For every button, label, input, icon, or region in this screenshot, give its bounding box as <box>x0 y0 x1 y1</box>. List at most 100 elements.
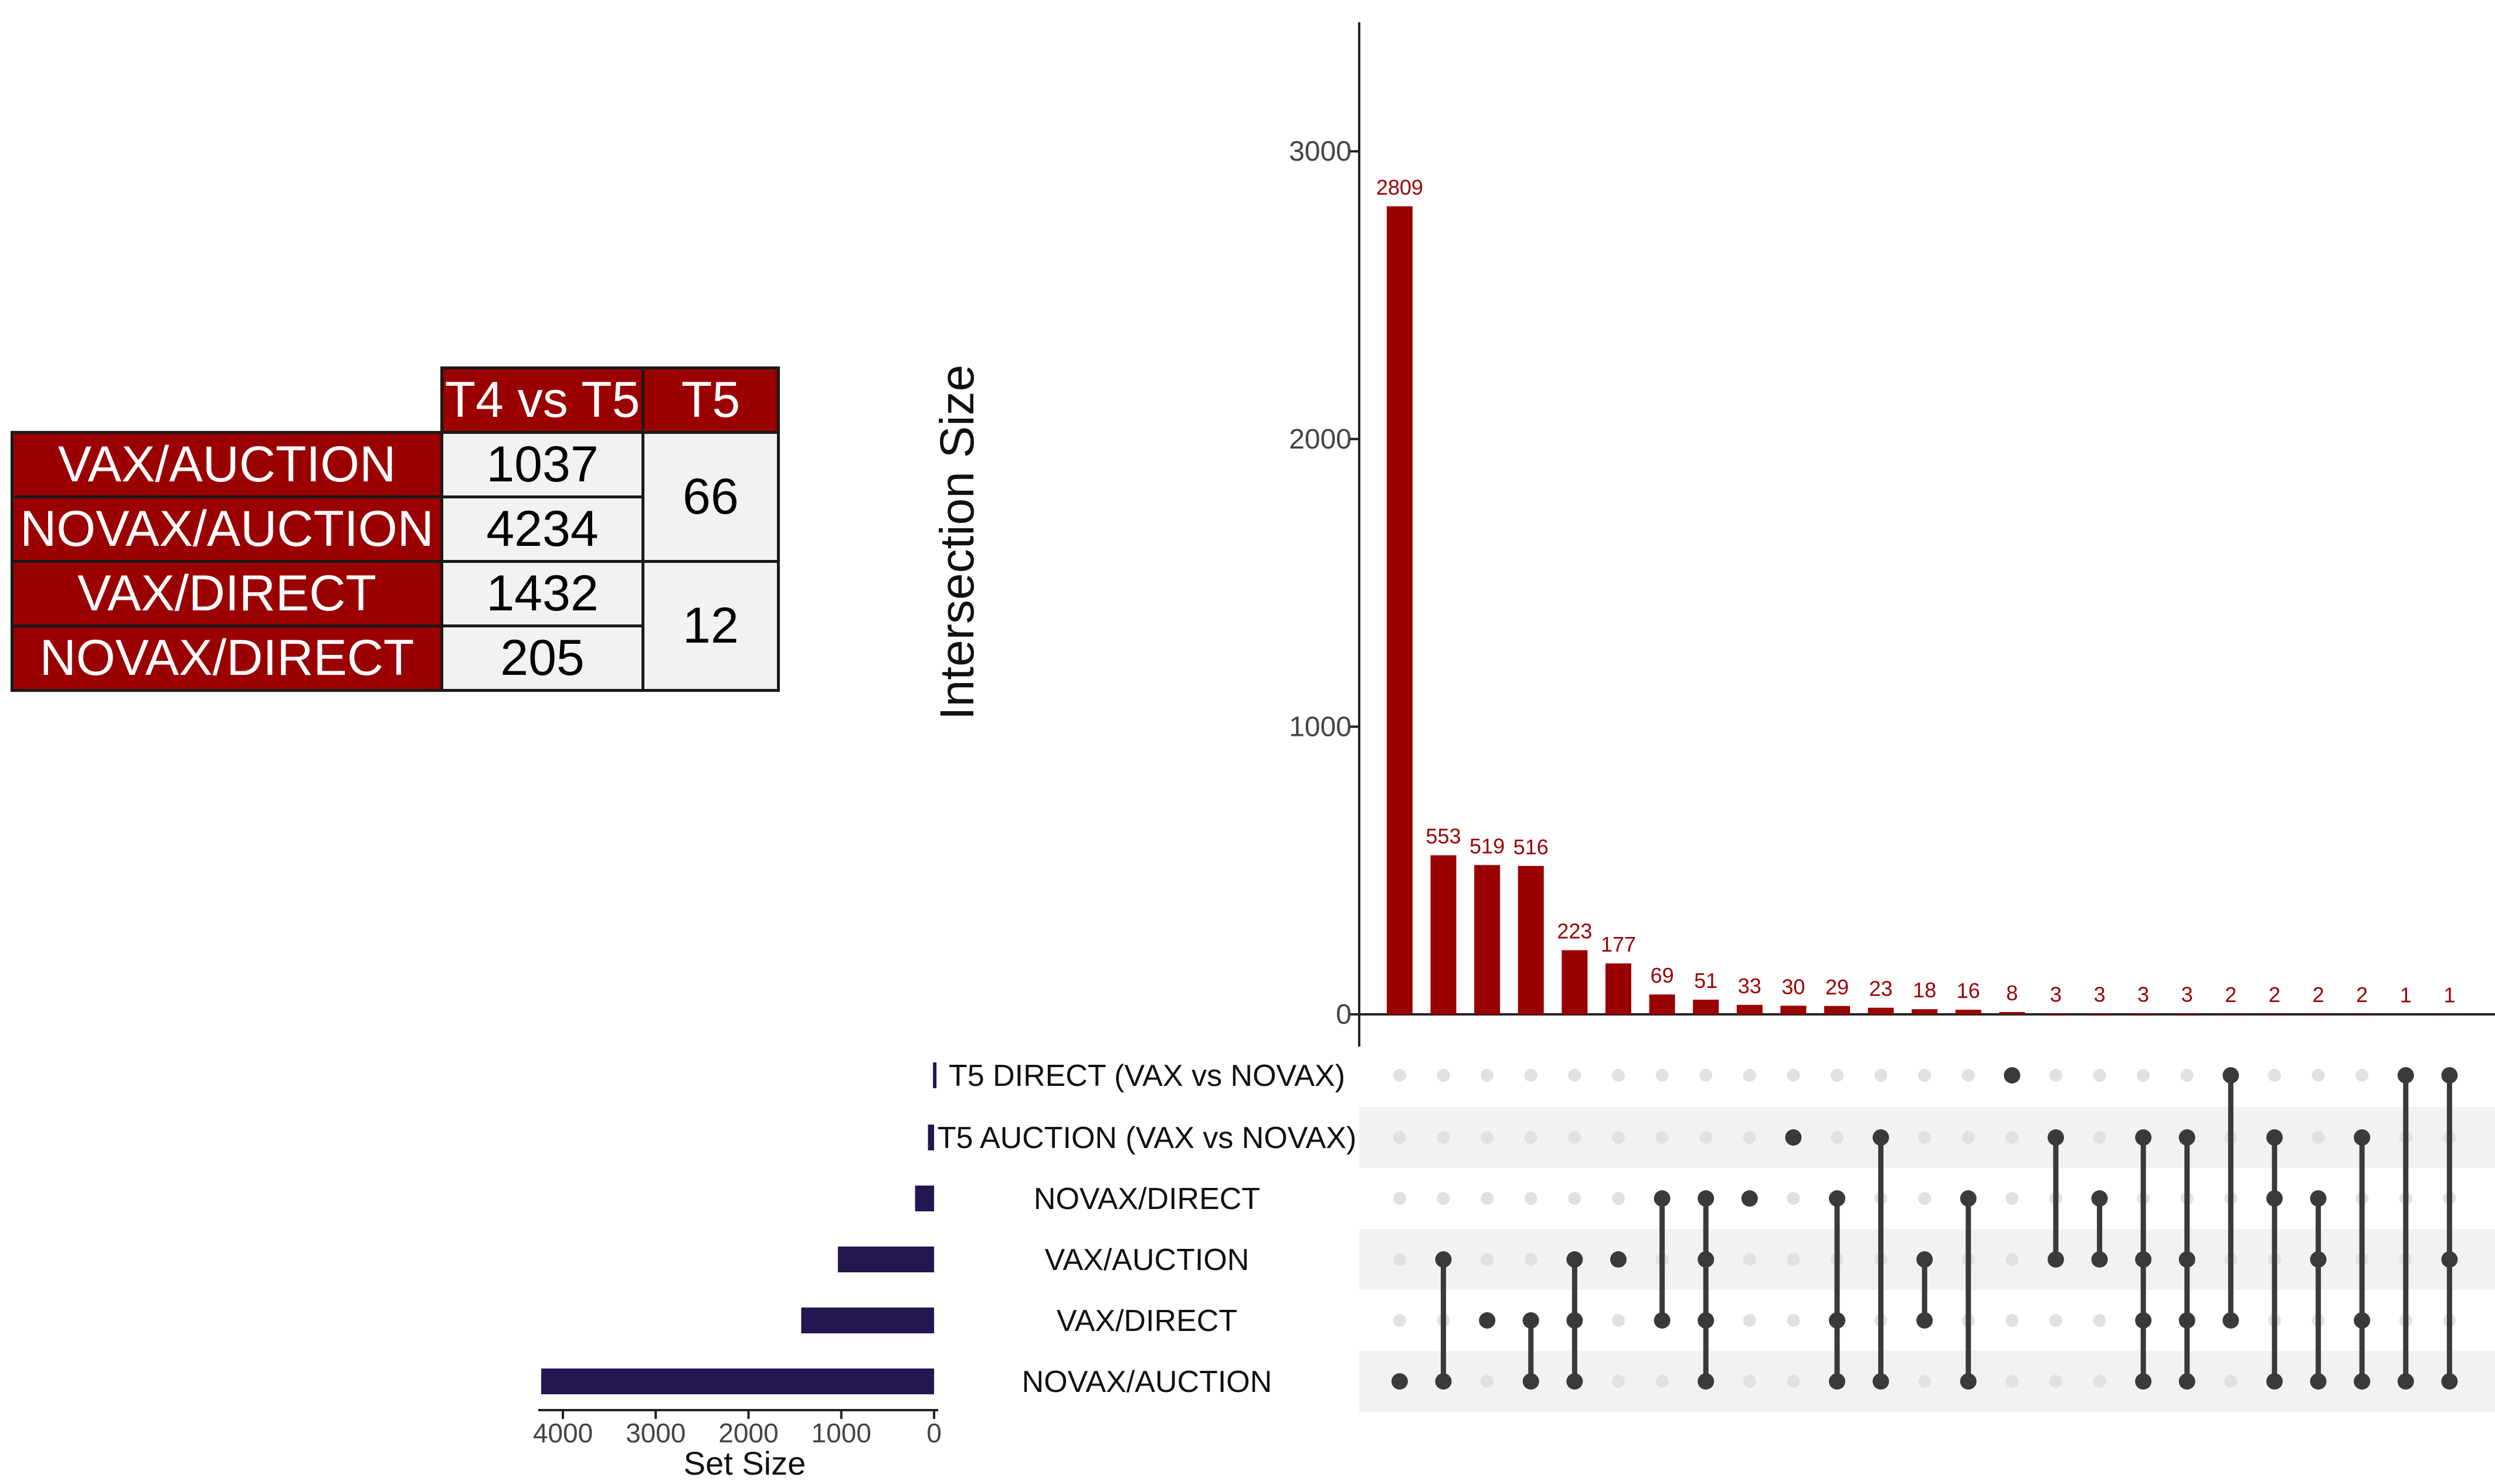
matrix-empty-dot <box>1831 1131 1844 1144</box>
matrix-empty-dot <box>1393 1314 1406 1327</box>
matrix-dot <box>1654 1190 1671 1207</box>
matrix-empty-dot <box>1612 1131 1625 1144</box>
matrix-empty-dot <box>1481 1192 1494 1205</box>
matrix-empty-dot <box>2005 1314 2019 1327</box>
matrix-empty-dot <box>1787 1253 1800 1266</box>
matrix-empty-dot <box>1568 1069 1581 1082</box>
matrix-empty-dot <box>2311 1131 2325 1144</box>
intersection-bar-label: 69 <box>1651 963 1674 987</box>
matrix-dot <box>2135 1129 2152 1146</box>
matrix-empty-dot <box>1612 1192 1625 1205</box>
row-label-novax-direct: NOVAX/DIRECT <box>11 624 443 692</box>
matrix-dot <box>2135 1373 2152 1390</box>
matrix-empty-dot <box>1743 1375 1756 1388</box>
matrix-dot <box>1872 1129 1889 1146</box>
set-label: VAX/AUCTION <box>1045 1243 1250 1277</box>
set-size-bar <box>837 1247 934 1272</box>
matrix-dot <box>2354 1312 2371 1329</box>
matrix-dot <box>1916 1312 1933 1329</box>
matrix-empty-dot <box>1612 1314 1625 1327</box>
intersection-bar <box>1430 855 1457 1014</box>
matrix-dot <box>1829 1312 1845 1329</box>
intersection-bar-label: 516 <box>1513 835 1549 859</box>
intersection-bar <box>1387 206 1413 1015</box>
matrix-dot <box>2310 1373 2327 1390</box>
matrix-dot <box>2178 1129 2195 1146</box>
intersection-bar-label: 2 <box>2225 983 2236 1007</box>
set-size-bar <box>801 1308 934 1333</box>
intersection-bar-label: 2 <box>2356 983 2368 1007</box>
matrix-dot <box>1698 1190 1715 1207</box>
matrix-dot <box>1566 1373 1583 1390</box>
matrix-dot <box>2310 1251 2327 1268</box>
intersection-bar <box>1605 963 1631 1014</box>
intersection-bar-label: 223 <box>1557 919 1592 943</box>
matrix-dot <box>2397 1373 2414 1390</box>
matrix-dot <box>1698 1251 1715 1268</box>
matrix-empty-dot <box>1787 1069 1800 1082</box>
matrix-dot <box>2222 1067 2239 1084</box>
matrix-empty-dot <box>1918 1375 1931 1388</box>
matrix-empty-dot <box>1524 1192 1537 1205</box>
matrix-dot <box>1872 1373 1889 1390</box>
intersection-bar-label: 2 <box>2313 983 2324 1007</box>
intersection-bar-label: 16 <box>1957 979 1980 1003</box>
matrix-dot <box>1698 1312 1715 1329</box>
intersection-bar <box>1824 1006 1850 1014</box>
intersection-bar <box>1912 1009 1938 1014</box>
matrix-empty-dot <box>1655 1375 1669 1388</box>
value-novax-auction: 4234 <box>440 495 644 563</box>
matrix-dot <box>1654 1312 1671 1329</box>
matrix-dot <box>2310 1190 2327 1207</box>
y-tick-label: 2000 <box>1289 424 1352 455</box>
set-size-bar <box>541 1368 934 1394</box>
matrix-dot <box>2048 1251 2064 1268</box>
matrix-empty-dot <box>2224 1375 2238 1388</box>
intersection-bar-label: 553 <box>1426 824 1461 848</box>
matrix-empty-dot <box>1612 1375 1625 1388</box>
matrix-empty-dot <box>1393 1253 1406 1266</box>
row-label-novax-auction: NOVAX/AUCTION <box>11 495 443 563</box>
intersection-bar-label: 2809 <box>1376 175 1423 199</box>
matrix-dot <box>1960 1190 1977 1207</box>
intersection-bar-label: 18 <box>1913 978 1936 1002</box>
t5-value-auction: 66 <box>641 431 780 563</box>
y-axis-title: Intersection Size <box>931 365 984 720</box>
set-size-bar <box>933 1062 937 1088</box>
matrix-dot <box>2441 1251 2458 1268</box>
matrix-empty-dot <box>1481 1131 1494 1144</box>
set-label: T5 DIRECT (VAX vs NOVAX) <box>949 1059 1345 1093</box>
intersection-bar <box>1562 950 1588 1014</box>
intersection-bar-label: 23 <box>1869 977 1893 1001</box>
matrix-dot <box>2266 1129 2283 1146</box>
matrix-empty-dot <box>1524 1253 1537 1266</box>
matrix-dot <box>1522 1312 1539 1329</box>
matrix-empty-dot <box>2180 1069 2194 1082</box>
matrix-dot <box>1960 1373 1977 1390</box>
intersection-bar-label: 33 <box>1738 974 1761 998</box>
intersection-bar <box>1999 1012 2025 1014</box>
intersection-bar-label: 2 <box>2269 983 2280 1007</box>
set-size-tick-label: 0 <box>926 1418 942 1448</box>
matrix-empty-dot <box>2049 1375 2062 1388</box>
matrix-empty-dot <box>1918 1192 1931 1205</box>
value-vax-direct: 1432 <box>440 560 644 627</box>
t5-value-direct: 12 <box>641 560 780 692</box>
row-label-vax-auction: VAX/AUCTION <box>11 431 443 498</box>
matrix-dot <box>2004 1067 2021 1084</box>
intersection-bar-label: 30 <box>1781 974 1805 999</box>
y-tick-label: 0 <box>1336 999 1352 1030</box>
matrix-empty-dot <box>1612 1069 1625 1082</box>
matrix-empty-dot <box>1961 1131 1975 1144</box>
intersection-bar <box>1649 994 1675 1014</box>
value-vax-auction: 1037 <box>440 431 644 498</box>
value-novax-direct: 205 <box>440 624 644 692</box>
matrix-dot <box>2354 1373 2371 1390</box>
matrix-empty-dot <box>2005 1253 2019 1266</box>
matrix-dot <box>1479 1312 1496 1329</box>
matrix-empty-dot <box>1393 1131 1406 1144</box>
matrix-dot <box>1741 1190 1758 1207</box>
matrix-empty-dot <box>1437 1131 1450 1144</box>
matrix-dot <box>2441 1373 2458 1390</box>
set-size-axis-title: Set Size <box>684 1445 806 1482</box>
